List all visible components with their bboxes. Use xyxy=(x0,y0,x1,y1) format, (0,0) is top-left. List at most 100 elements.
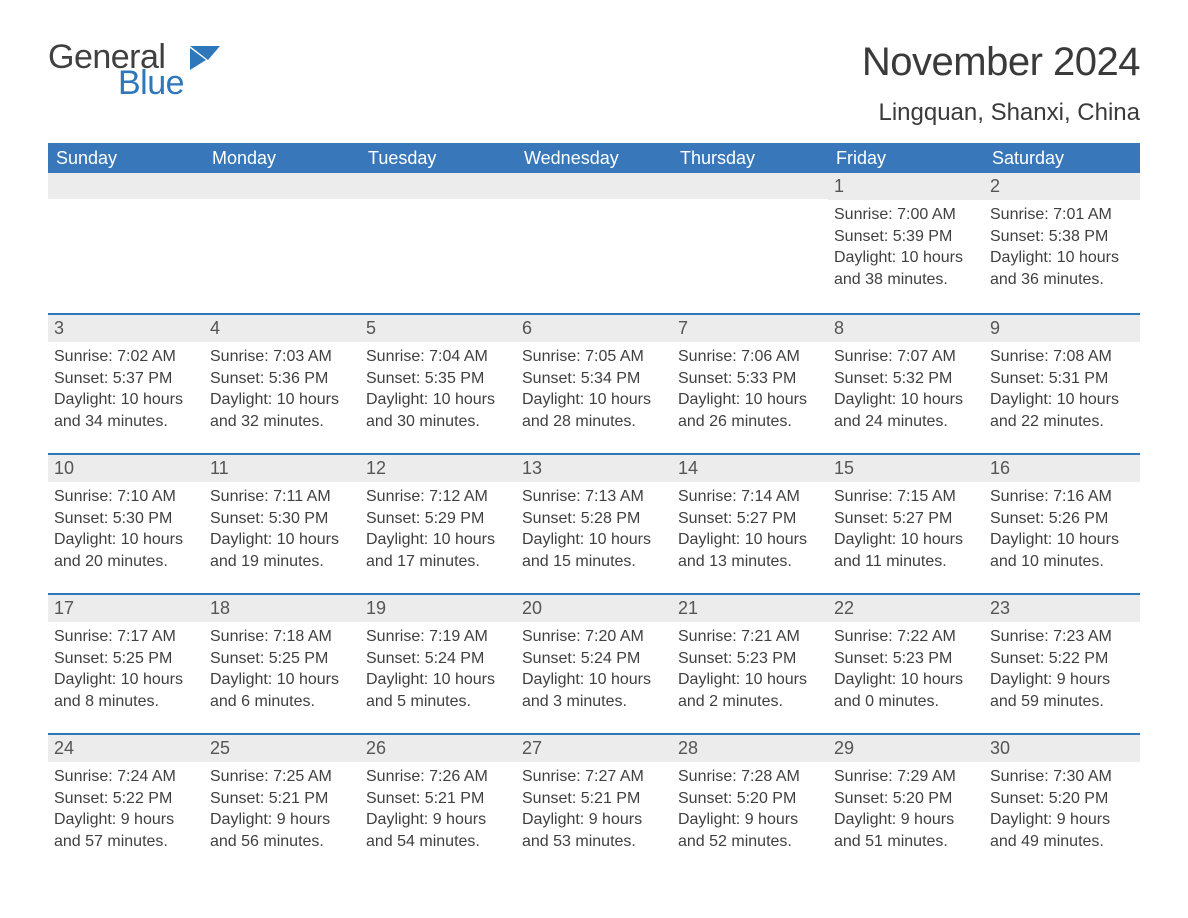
day-number: 8 xyxy=(828,315,984,342)
day-details: Sunrise: 7:11 AMSunset: 5:30 PMDaylight:… xyxy=(204,482,360,588)
day-details: Sunrise: 7:00 AMSunset: 5:39 PMDaylight:… xyxy=(828,200,984,306)
sunset-text: Sunset: 5:33 PM xyxy=(678,368,822,390)
sunrise-text: Sunrise: 7:12 AM xyxy=(366,486,510,508)
day-details: Sunrise: 7:12 AMSunset: 5:29 PMDaylight:… xyxy=(360,482,516,588)
day-details: Sunrise: 7:07 AMSunset: 5:32 PMDaylight:… xyxy=(828,342,984,448)
calendar-day xyxy=(672,173,828,313)
location-label: Lingquan, Shanxi, China xyxy=(862,99,1140,127)
sunrise-text: Sunrise: 7:08 AM xyxy=(990,346,1134,368)
day-details: Sunrise: 7:27 AMSunset: 5:21 PMDaylight:… xyxy=(516,762,672,868)
daylight-text: Daylight: 10 hours and 2 minutes. xyxy=(678,669,822,712)
daylight-text: Daylight: 10 hours and 24 minutes. xyxy=(834,389,978,432)
day-number: 4 xyxy=(204,315,360,342)
sunset-text: Sunset: 5:22 PM xyxy=(990,648,1134,670)
sunrise-text: Sunrise: 7:00 AM xyxy=(834,204,978,226)
daylight-text: Daylight: 10 hours and 0 minutes. xyxy=(834,669,978,712)
day-details: Sunrise: 7:04 AMSunset: 5:35 PMDaylight:… xyxy=(360,342,516,448)
sunrise-text: Sunrise: 7:19 AM xyxy=(366,626,510,648)
sunrise-text: Sunrise: 7:15 AM xyxy=(834,486,978,508)
day-details: Sunrise: 7:10 AMSunset: 5:30 PMDaylight:… xyxy=(48,482,204,588)
day-details: Sunrise: 7:18 AMSunset: 5:25 PMDaylight:… xyxy=(204,622,360,728)
calendar-day: 25Sunrise: 7:25 AMSunset: 5:21 PMDayligh… xyxy=(204,735,360,873)
sunrise-text: Sunrise: 7:06 AM xyxy=(678,346,822,368)
calendar-day: 21Sunrise: 7:21 AMSunset: 5:23 PMDayligh… xyxy=(672,595,828,733)
day-number: 30 xyxy=(984,735,1140,762)
calendar-day: 27Sunrise: 7:27 AMSunset: 5:21 PMDayligh… xyxy=(516,735,672,873)
sunset-text: Sunset: 5:36 PM xyxy=(210,368,354,390)
weekday-header: Wednesday xyxy=(516,148,672,169)
empty-day xyxy=(516,173,672,199)
calendar-week: 10Sunrise: 7:10 AMSunset: 5:30 PMDayligh… xyxy=(48,453,1140,593)
day-number: 11 xyxy=(204,455,360,482)
day-details: Sunrise: 7:26 AMSunset: 5:21 PMDaylight:… xyxy=(360,762,516,868)
logo-text: General Blue xyxy=(48,40,184,100)
calendar-day xyxy=(360,173,516,313)
weekday-header: Sunday xyxy=(48,148,204,169)
day-number: 10 xyxy=(48,455,204,482)
sunset-text: Sunset: 5:25 PM xyxy=(54,648,198,670)
calendar: Sunday Monday Tuesday Wednesday Thursday… xyxy=(48,143,1140,873)
day-number: 19 xyxy=(360,595,516,622)
sunset-text: Sunset: 5:23 PM xyxy=(834,648,978,670)
sunset-text: Sunset: 5:39 PM xyxy=(834,226,978,248)
daylight-text: Daylight: 10 hours and 10 minutes. xyxy=(990,529,1134,572)
calendar-day: 10Sunrise: 7:10 AMSunset: 5:30 PMDayligh… xyxy=(48,455,204,593)
sunset-text: Sunset: 5:38 PM xyxy=(990,226,1134,248)
calendar-week: 3Sunrise: 7:02 AMSunset: 5:37 PMDaylight… xyxy=(48,313,1140,453)
calendar-week: 24Sunrise: 7:24 AMSunset: 5:22 PMDayligh… xyxy=(48,733,1140,873)
calendar-day: 28Sunrise: 7:28 AMSunset: 5:20 PMDayligh… xyxy=(672,735,828,873)
day-details: Sunrise: 7:23 AMSunset: 5:22 PMDaylight:… xyxy=(984,622,1140,728)
sunrise-text: Sunrise: 7:11 AM xyxy=(210,486,354,508)
day-number: 21 xyxy=(672,595,828,622)
sunset-text: Sunset: 5:28 PM xyxy=(522,508,666,530)
day-number: 22 xyxy=(828,595,984,622)
sunset-text: Sunset: 5:21 PM xyxy=(366,788,510,810)
day-number: 9 xyxy=(984,315,1140,342)
calendar-week: 1Sunrise: 7:00 AMSunset: 5:39 PMDaylight… xyxy=(48,173,1140,313)
calendar-day: 29Sunrise: 7:29 AMSunset: 5:20 PMDayligh… xyxy=(828,735,984,873)
calendar-day: 13Sunrise: 7:13 AMSunset: 5:28 PMDayligh… xyxy=(516,455,672,593)
weekday-header: Friday xyxy=(828,148,984,169)
header: General Blue November 2024 Lingquan, Sha… xyxy=(48,40,1140,127)
day-details: Sunrise: 7:24 AMSunset: 5:22 PMDaylight:… xyxy=(48,762,204,868)
daylight-text: Daylight: 10 hours and 38 minutes. xyxy=(834,247,978,290)
daylight-text: Daylight: 9 hours and 57 minutes. xyxy=(54,809,198,852)
sunrise-text: Sunrise: 7:04 AM xyxy=(366,346,510,368)
day-details: Sunrise: 7:06 AMSunset: 5:33 PMDaylight:… xyxy=(672,342,828,448)
calendar-day: 20Sunrise: 7:20 AMSunset: 5:24 PMDayligh… xyxy=(516,595,672,733)
empty-day xyxy=(204,173,360,199)
day-details: Sunrise: 7:21 AMSunset: 5:23 PMDaylight:… xyxy=(672,622,828,728)
sunset-text: Sunset: 5:20 PM xyxy=(678,788,822,810)
daylight-text: Daylight: 10 hours and 26 minutes. xyxy=(678,389,822,432)
day-number: 14 xyxy=(672,455,828,482)
day-number: 7 xyxy=(672,315,828,342)
sunset-text: Sunset: 5:32 PM xyxy=(834,368,978,390)
day-number: 17 xyxy=(48,595,204,622)
weekday-header: Thursday xyxy=(672,148,828,169)
calendar-day: 11Sunrise: 7:11 AMSunset: 5:30 PMDayligh… xyxy=(204,455,360,593)
sunrise-text: Sunrise: 7:20 AM xyxy=(522,626,666,648)
sunrise-text: Sunrise: 7:21 AM xyxy=(678,626,822,648)
sunrise-text: Sunrise: 7:23 AM xyxy=(990,626,1134,648)
day-details: Sunrise: 7:08 AMSunset: 5:31 PMDaylight:… xyxy=(984,342,1140,448)
day-number: 6 xyxy=(516,315,672,342)
sunset-text: Sunset: 5:34 PM xyxy=(522,368,666,390)
sunset-text: Sunset: 5:24 PM xyxy=(522,648,666,670)
day-number: 13 xyxy=(516,455,672,482)
weekday-header-row: Sunday Monday Tuesday Wednesday Thursday… xyxy=(48,143,1140,173)
calendar-day: 23Sunrise: 7:23 AMSunset: 5:22 PMDayligh… xyxy=(984,595,1140,733)
sunrise-text: Sunrise: 7:05 AM xyxy=(522,346,666,368)
calendar-day: 12Sunrise: 7:12 AMSunset: 5:29 PMDayligh… xyxy=(360,455,516,593)
empty-day xyxy=(48,173,204,199)
daylight-text: Daylight: 10 hours and 22 minutes. xyxy=(990,389,1134,432)
title-block: November 2024 Lingquan, Shanxi, China xyxy=(862,40,1140,127)
day-details: Sunrise: 7:13 AMSunset: 5:28 PMDaylight:… xyxy=(516,482,672,588)
day-number: 3 xyxy=(48,315,204,342)
calendar-day: 2Sunrise: 7:01 AMSunset: 5:38 PMDaylight… xyxy=(984,173,1140,313)
day-number: 15 xyxy=(828,455,984,482)
day-number: 5 xyxy=(360,315,516,342)
sunset-text: Sunset: 5:35 PM xyxy=(366,368,510,390)
weekday-header: Saturday xyxy=(984,148,1140,169)
calendar-day xyxy=(204,173,360,313)
sunrise-text: Sunrise: 7:29 AM xyxy=(834,766,978,788)
